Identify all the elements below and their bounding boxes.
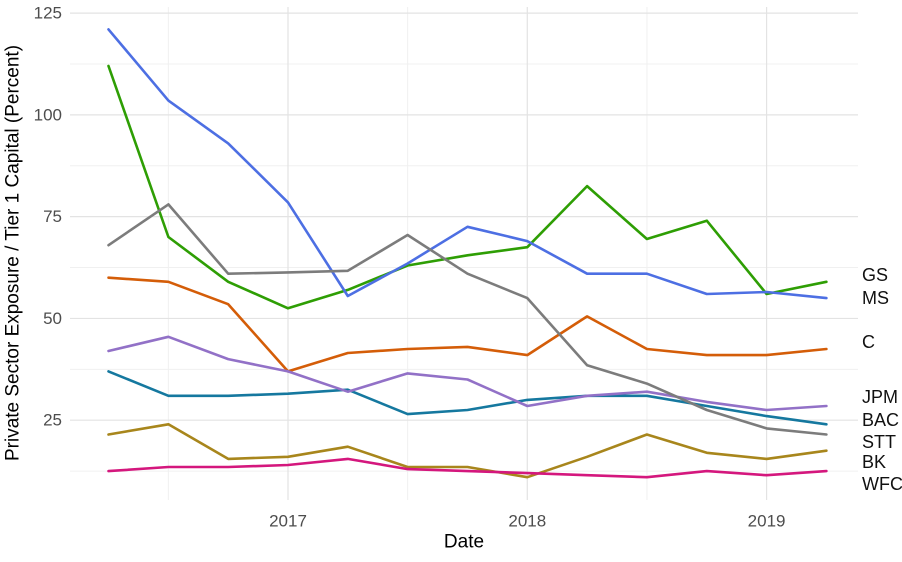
axis-tick-label-layer: 25 50 75 100 125 2017 2018 2019 [34, 4, 786, 531]
series-label-GS: GS [862, 265, 888, 285]
series-label-C: C [862, 332, 875, 352]
series-line-BAC [107, 370, 828, 426]
series-line-JPM [107, 335, 828, 412]
series-label-layer: BAC BK C GS JPM MS STT WFC [862, 265, 902, 494]
y-tick-label-100: 100 [34, 105, 62, 124]
x-tick-label-2017: 2017 [269, 512, 307, 531]
series-line-MS [107, 28, 828, 300]
x-tick-label-2019: 2019 [748, 512, 786, 531]
series-line-C [107, 276, 828, 373]
series-label-JPM: JPM [862, 387, 898, 407]
series-line-GS [107, 64, 828, 310]
series-label-MS: MS [862, 288, 889, 308]
x-axis-title: Date [444, 532, 484, 553]
series-label-WFC: WFC [862, 474, 902, 494]
x-tick-label-2018: 2018 [508, 512, 546, 531]
series-layer [107, 28, 828, 479]
series-line-BK [107, 422, 828, 479]
series-line-STT [107, 203, 828, 436]
series-label-BAC: BAC [862, 410, 899, 430]
series-label-BK: BK [862, 452, 886, 472]
y-tick-label-25: 25 [43, 411, 62, 430]
series-label-STT: STT [862, 432, 896, 452]
y-tick-label-125: 125 [34, 4, 62, 23]
y-axis-title: Private Sector Exposure / Tier 1 Capital… [3, 45, 24, 461]
y-tick-label-50: 50 [43, 309, 62, 328]
y-tick-label-75: 75 [43, 207, 62, 226]
grid-layer [70, 7, 858, 500]
series-line-WFC [107, 457, 828, 479]
